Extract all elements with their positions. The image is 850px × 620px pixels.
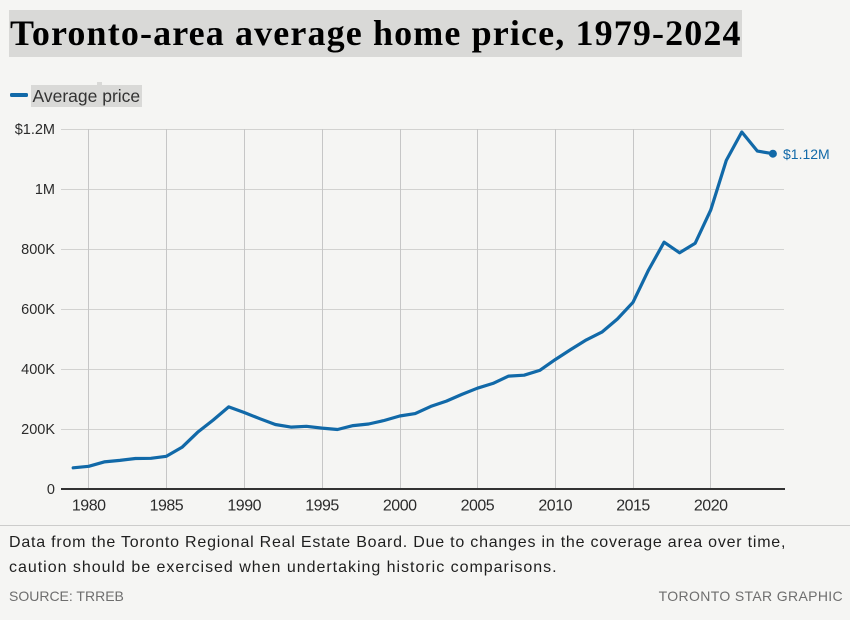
svg-text:2000: 2000 bbox=[383, 498, 417, 515]
svg-text:0: 0 bbox=[47, 482, 55, 498]
svg-text:1M: 1M bbox=[35, 182, 55, 198]
svg-text:1985: 1985 bbox=[150, 498, 184, 515]
svg-text:$1.2M: $1.2M bbox=[15, 122, 55, 138]
svg-text:1990: 1990 bbox=[227, 498, 261, 515]
svg-text:200K: 200K bbox=[21, 422, 55, 438]
svg-text:2020: 2020 bbox=[694, 498, 728, 515]
svg-text:2010: 2010 bbox=[538, 498, 572, 515]
svg-text:600K: 600K bbox=[21, 302, 55, 318]
svg-text:1980: 1980 bbox=[72, 498, 106, 515]
svg-text:1995: 1995 bbox=[305, 498, 339, 515]
svg-text:400K: 400K bbox=[21, 362, 55, 378]
svg-text:2005: 2005 bbox=[461, 498, 495, 515]
svg-text:2015: 2015 bbox=[616, 498, 650, 515]
svg-text:800K: 800K bbox=[21, 242, 55, 258]
